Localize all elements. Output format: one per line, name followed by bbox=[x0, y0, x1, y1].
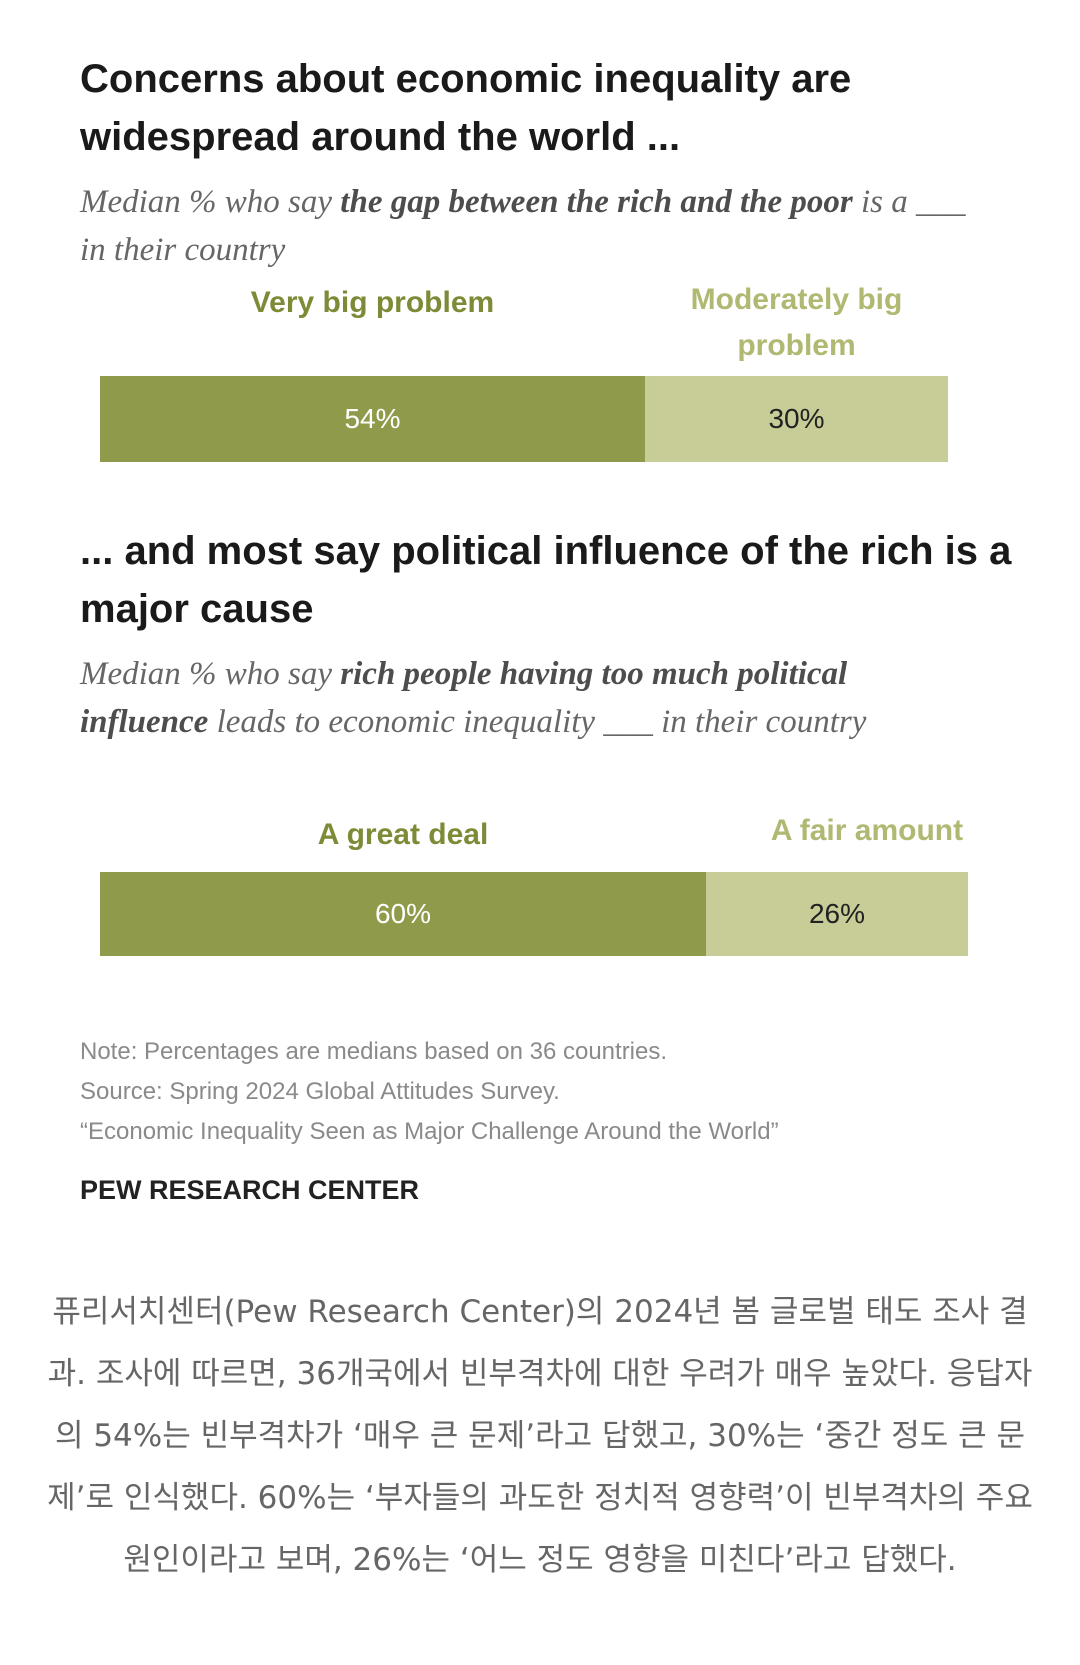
chart1-legend-very-big-problem: Very big problem bbox=[250, 286, 495, 319]
chart2-bar-label-fair-amount: 26% bbox=[808, 898, 866, 929]
chart1-subtitle-post: is a ___ in their country bbox=[80, 184, 966, 268]
chart-source: Source: Spring 2024 Global Attitudes Sur… bbox=[80, 1078, 560, 1105]
chart2-title: ... and most say political influence of … bbox=[80, 529, 1012, 631]
chart2-subtitle-pre: Median % who say bbox=[80, 656, 341, 692]
chart1-bar-very-big-problem: 54% bbox=[100, 376, 645, 462]
chart1-bar-label-moderately-big: 30% bbox=[768, 403, 825, 434]
article-caption: 퓨리서치센터(Pew Research Center)의 2024년 봄 글로벌… bbox=[47, 1294, 1033, 1578]
chart1-subtitle-pre: Median % who say bbox=[80, 184, 341, 220]
chart-report-title: “Economic Inequality Seen as Major Chall… bbox=[80, 1118, 779, 1145]
chart2-bar-a-great-deal: 60% bbox=[100, 872, 706, 956]
chart-note: Note: Percentages are medians based on 3… bbox=[80, 1038, 668, 1065]
chart2-legend-a-fair-amount: A fair amount bbox=[770, 814, 964, 847]
chart-figure: Concerns about economic inequality are w… bbox=[80, 57, 1012, 1205]
chart2-bar-a-fair-amount: 26% bbox=[706, 872, 968, 956]
chart1-legend-moderately-big-problem: Moderately big problem bbox=[690, 283, 903, 362]
chart2-legend-a-great-deal: A great deal bbox=[317, 818, 489, 851]
chart2-subtitle: Median % who say rich people having too … bbox=[80, 650, 980, 746]
chart2-subtitle-bold: rich people having too much political in… bbox=[80, 656, 848, 740]
chart2-bar-label-great-deal: 60% bbox=[374, 898, 432, 929]
chart1-bar-label-very-big: 54% bbox=[344, 403, 401, 434]
chart2-subtitle-post: leads to economic inequality ___ in thei… bbox=[208, 704, 867, 740]
chart1-subtitle-bold: the gap between the rich and the poor bbox=[340, 184, 853, 220]
chart1-subtitle: Median % who say the gap between the ric… bbox=[80, 178, 980, 274]
brand-logo-text: PEW RESEARCH CENTER bbox=[80, 1175, 420, 1205]
chart1-bar-moderately-big-problem: 30% bbox=[645, 376, 948, 462]
chart1-title: Concerns about economic inequality are w… bbox=[80, 57, 852, 159]
